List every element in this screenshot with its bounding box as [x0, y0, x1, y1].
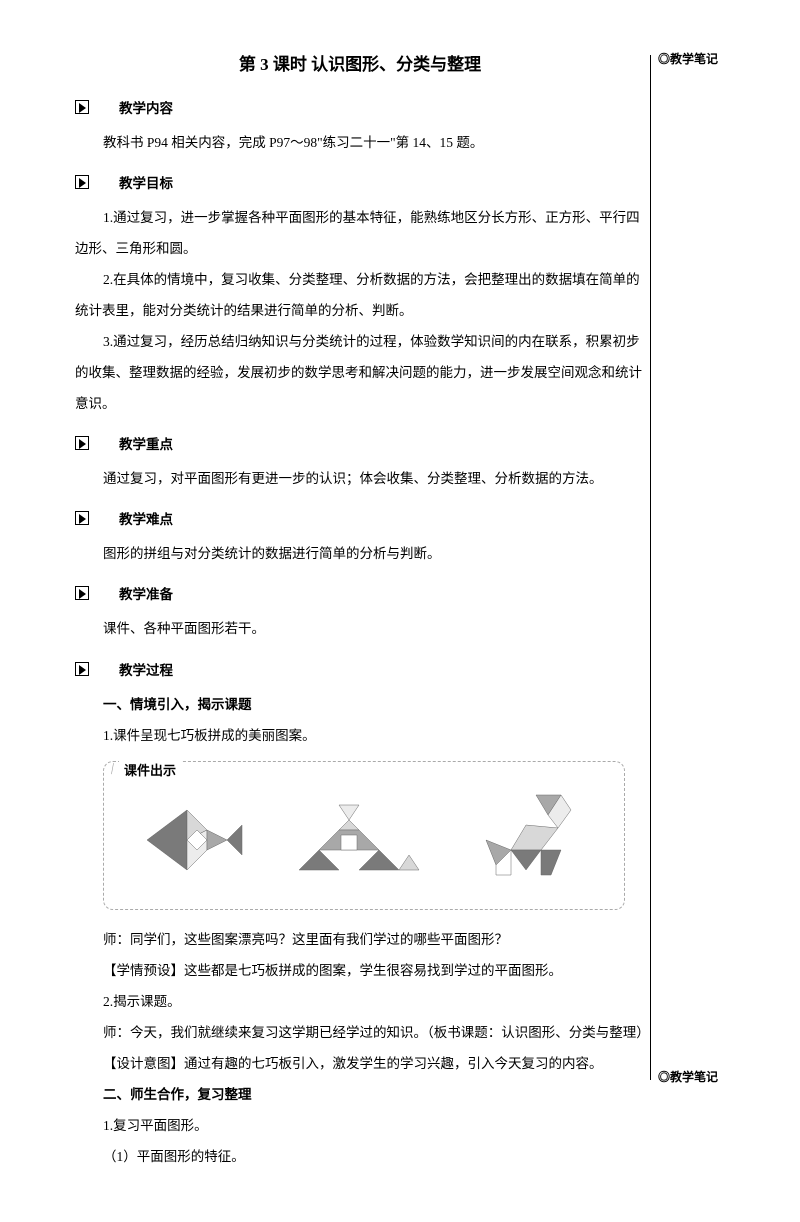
page-title: 第 3 课时 认识图形、分类与整理 — [75, 50, 645, 75]
goal-2: 2.在具体的情境中，复习收集、分类整理、分析数据的方法，会把整理出的数据填在简单… — [75, 264, 645, 326]
section-header-prep: 教学准备 — [75, 583, 645, 603]
play-icon — [75, 436, 89, 450]
page-container: ◎教学笔记 ◎教学笔记 第 3 课时 认识图形、分类与整理 教学内容 教科书 P… — [0, 0, 800, 1222]
section-label: 教学准备 — [91, 583, 173, 603]
tangram-dog — [466, 790, 596, 890]
section-header-process: 教学过程 — [75, 659, 645, 679]
process-after2: 师：今天，我们就继续来复习这学期已经学过的知识。（板书课题：认识图形、分类与整理… — [75, 1017, 645, 1048]
process-part2-line1: 1.复习平面图形。 — [75, 1110, 645, 1141]
process-part1-line1: 1.课件呈现七巧板拼成的美丽图案。 — [75, 720, 645, 751]
sidebar-label-top: ◎教学笔记 — [658, 50, 718, 67]
section-label: 教学难点 — [91, 508, 173, 528]
tangram-fish — [132, 795, 252, 885]
tangram-row — [114, 780, 614, 895]
tangram-bird — [289, 795, 429, 885]
courseware-label: 课件出示 — [119, 760, 181, 779]
process-afterimg-1: 师：同学们，这些图案漂亮吗？这里面有我们学过的哪些平面图形？ — [75, 924, 645, 955]
section-label: 教学内容 — [91, 97, 173, 117]
section-header-goals: 教学目标 — [75, 172, 645, 192]
focus-text: 通过复习，对平面图形有更进一步的认识；体会收集、分类整理、分析数据的方法。 — [75, 463, 645, 494]
play-icon — [75, 100, 89, 114]
slash-icon: ∕ — [109, 762, 118, 777]
section-label: 教学重点 — [91, 433, 173, 453]
content-text: 教科书 P94 相关内容，完成 P97～98"练习二十一"第 14、15 题。 — [75, 127, 645, 158]
section-label: 教学过程 — [91, 659, 173, 679]
play-icon — [75, 175, 89, 189]
section-header-difficulty: 教学难点 — [75, 508, 645, 528]
goal-3: 3.通过复习，经历总结归纳知识与分类统计的过程，体验数学知识间的内在联系，积累初… — [75, 326, 645, 419]
sidebar-label-bottom: ◎教学笔记 — [658, 1068, 718, 1085]
play-icon — [75, 586, 89, 600]
section-label: 教学目标 — [91, 172, 173, 192]
process-afterimg-2: 【学情预设】这些都是七巧板拼成的图案，学生很容易找到学过的平面图形。 — [75, 955, 645, 986]
process-design: 【设计意图】通过有趣的七巧板引入，激发学生的学习兴趣，引入今天复习的内容。 — [75, 1048, 645, 1079]
sidebar-divider-line — [650, 55, 651, 1080]
play-icon — [75, 662, 89, 676]
process-part2-line2: （1）平面图形的特征。 — [75, 1141, 645, 1172]
process-part2-title: 二、师生合作，复习整理 — [75, 1079, 645, 1110]
difficulty-text: 图形的拼组与对分类统计的数据进行简单的分析与判断。 — [75, 538, 645, 569]
prep-text: 课件、各种平面图形若干。 — [75, 613, 645, 644]
courseware-box: ∕ 课件出示 — [103, 761, 625, 910]
process-part1-line2: 2.揭示课题。 — [75, 986, 645, 1017]
section-header-content: 教学内容 — [75, 97, 645, 117]
play-icon — [75, 511, 89, 525]
teaching-notes-sidebar: ◎教学笔记 ◎教学笔记 — [650, 50, 730, 1085]
section-header-focus: 教学重点 — [75, 433, 645, 453]
goal-1: 1.通过复习，进一步掌握各种平面图形的基本特征，能熟练地区分长方形、正方形、平行… — [75, 202, 645, 264]
process-part1-title: 一、情境引入，揭示课题 — [75, 689, 645, 720]
